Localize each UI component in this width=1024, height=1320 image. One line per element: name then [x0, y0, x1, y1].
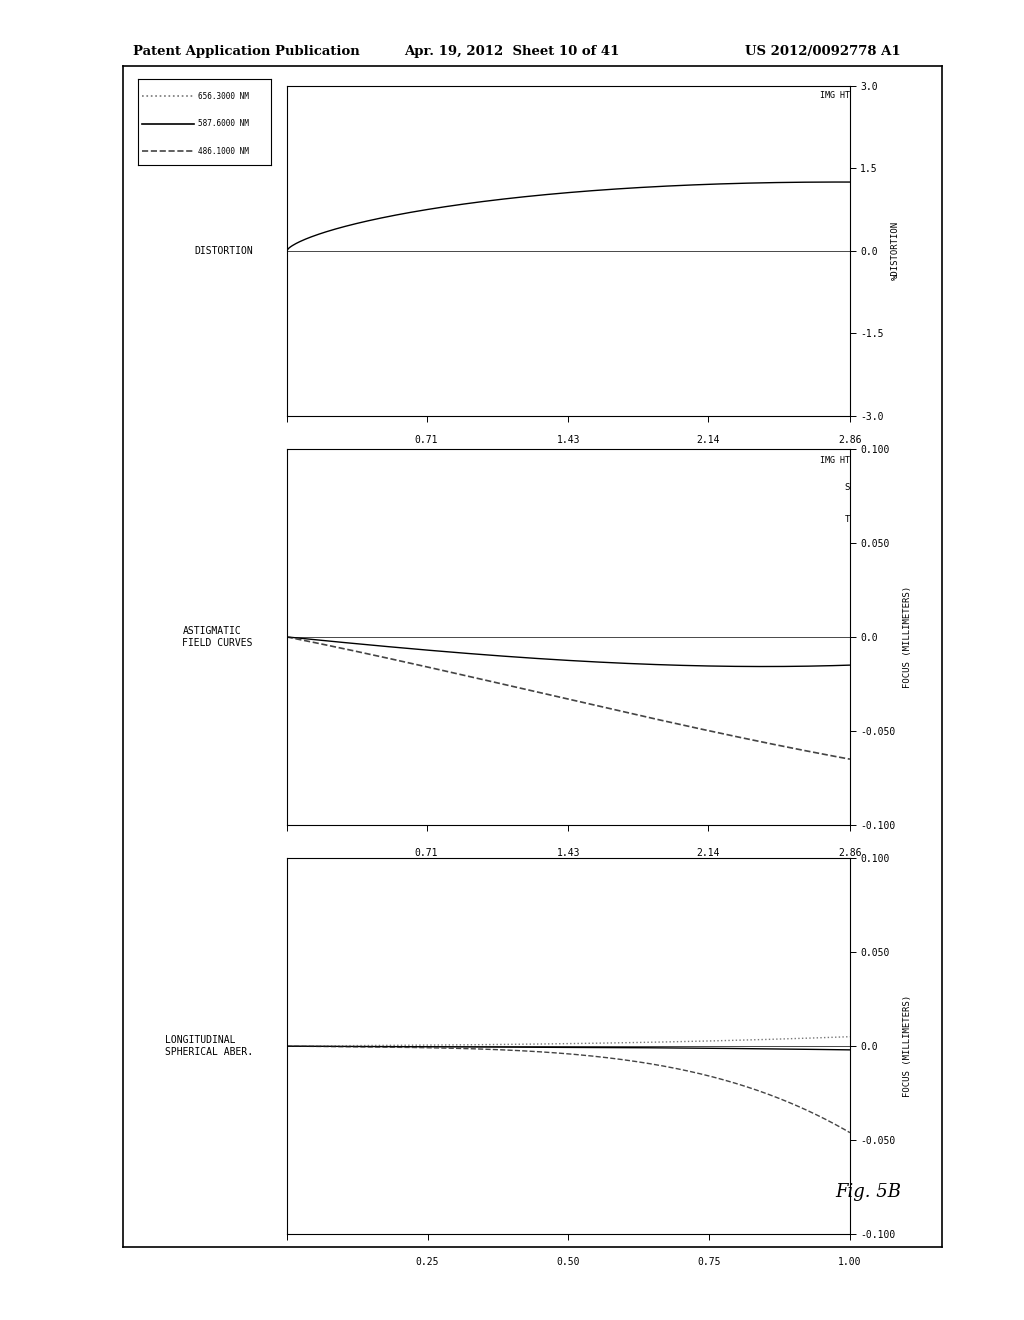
Text: 0.50: 0.50 — [557, 1257, 580, 1267]
Y-axis label: %DISTORTION: %DISTORTION — [891, 222, 900, 280]
Text: 2.14: 2.14 — [696, 847, 720, 858]
Text: 0.25: 0.25 — [416, 1257, 439, 1267]
Text: US 2012/0092778 A1: US 2012/0092778 A1 — [745, 45, 901, 58]
Text: IMG HT: IMG HT — [820, 457, 850, 466]
Text: Fig. 5B: Fig. 5B — [836, 1183, 901, 1201]
Text: ASTIGMATIC
FIELD CURVES: ASTIGMATIC FIELD CURVES — [182, 626, 253, 648]
Text: LONGITUDINAL
SPHERICAL ABER.: LONGITUDINAL SPHERICAL ABER. — [165, 1035, 253, 1057]
Text: 1.43: 1.43 — [557, 436, 580, 445]
Text: 1.43: 1.43 — [557, 847, 580, 858]
Y-axis label: FOCUS (MILLIMETERS): FOCUS (MILLIMETERS) — [902, 995, 911, 1097]
Text: 0.71: 0.71 — [415, 436, 438, 445]
Text: IMG HT: IMG HT — [820, 91, 850, 100]
Text: 2.86: 2.86 — [839, 847, 861, 858]
Text: T: T — [845, 515, 850, 524]
Text: DISTORTION: DISTORTION — [195, 246, 253, 256]
Text: 2.86: 2.86 — [839, 436, 861, 445]
Text: Patent Application Publication: Patent Application Publication — [133, 45, 359, 58]
Y-axis label: FOCUS (MILLIMETERS): FOCUS (MILLIMETERS) — [902, 586, 911, 688]
Text: 2.14: 2.14 — [696, 436, 720, 445]
Text: 656.3000 NM: 656.3000 NM — [199, 92, 249, 100]
Text: S: S — [845, 483, 850, 491]
Text: Apr. 19, 2012  Sheet 10 of 41: Apr. 19, 2012 Sheet 10 of 41 — [404, 45, 620, 58]
Text: 587.6000 NM: 587.6000 NM — [199, 119, 249, 128]
Text: 1.00: 1.00 — [839, 1257, 861, 1267]
Text: 486.1000 NM: 486.1000 NM — [199, 147, 249, 156]
Text: 0.71: 0.71 — [415, 847, 438, 858]
Text: 0.75: 0.75 — [697, 1257, 721, 1267]
